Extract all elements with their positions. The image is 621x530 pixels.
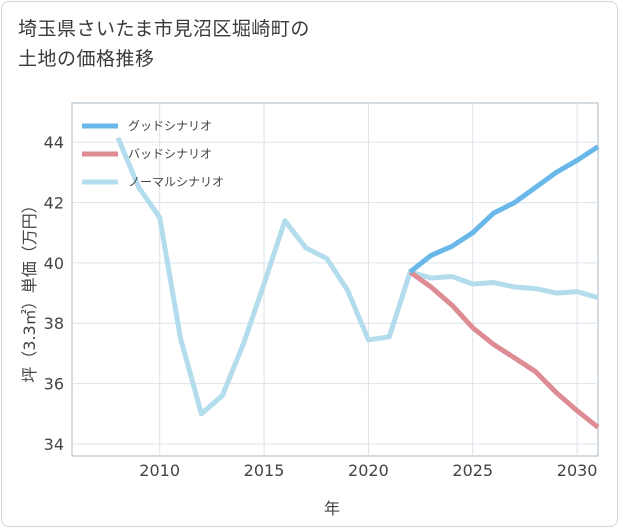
series-lines <box>115 136 600 430</box>
x-axis-label: 年 <box>324 499 340 518</box>
series-line-1 <box>408 269 600 430</box>
x-tick-label: 2020 <box>348 461 389 480</box>
chart-title: 埼玉県さいたま市見沼区堀崎町の 土地の価格推移 <box>18 14 310 74</box>
x-tick-label: 2015 <box>244 461 285 480</box>
chart-title-line-1: 埼玉県さいたま市見沼区堀崎町の <box>18 18 310 40</box>
series-line-2 <box>115 136 599 417</box>
legend-label-2: ノーマルシナリオ <box>128 175 224 189</box>
axis-ticks: 2010 2015 2020 2025 2030 34 36 38 40 42 44 <box>44 133 598 480</box>
y-tick-label: 42 <box>44 194 64 213</box>
series-line-0 <box>408 144 600 274</box>
y-tick-label: 34 <box>44 435 64 454</box>
legend-label-1: バッドシナリオ <box>128 147 212 161</box>
y-tick-label: 38 <box>44 314 64 333</box>
x-tick-label: 2030 <box>557 461 598 480</box>
x-tick-label: 2025 <box>452 461 493 480</box>
y-axis-label: 坪（3.3㎡）単価（万円） <box>20 197 39 382</box>
y-tick-label: 36 <box>44 375 64 394</box>
y-tick-label: 44 <box>44 133 64 152</box>
legend-label-0: グッドシナリオ <box>128 119 212 133</box>
x-tick-label: 2010 <box>139 461 180 480</box>
chart-title-line-2: 土地の価格推移 <box>18 48 155 70</box>
y-tick-label: 40 <box>44 254 64 273</box>
